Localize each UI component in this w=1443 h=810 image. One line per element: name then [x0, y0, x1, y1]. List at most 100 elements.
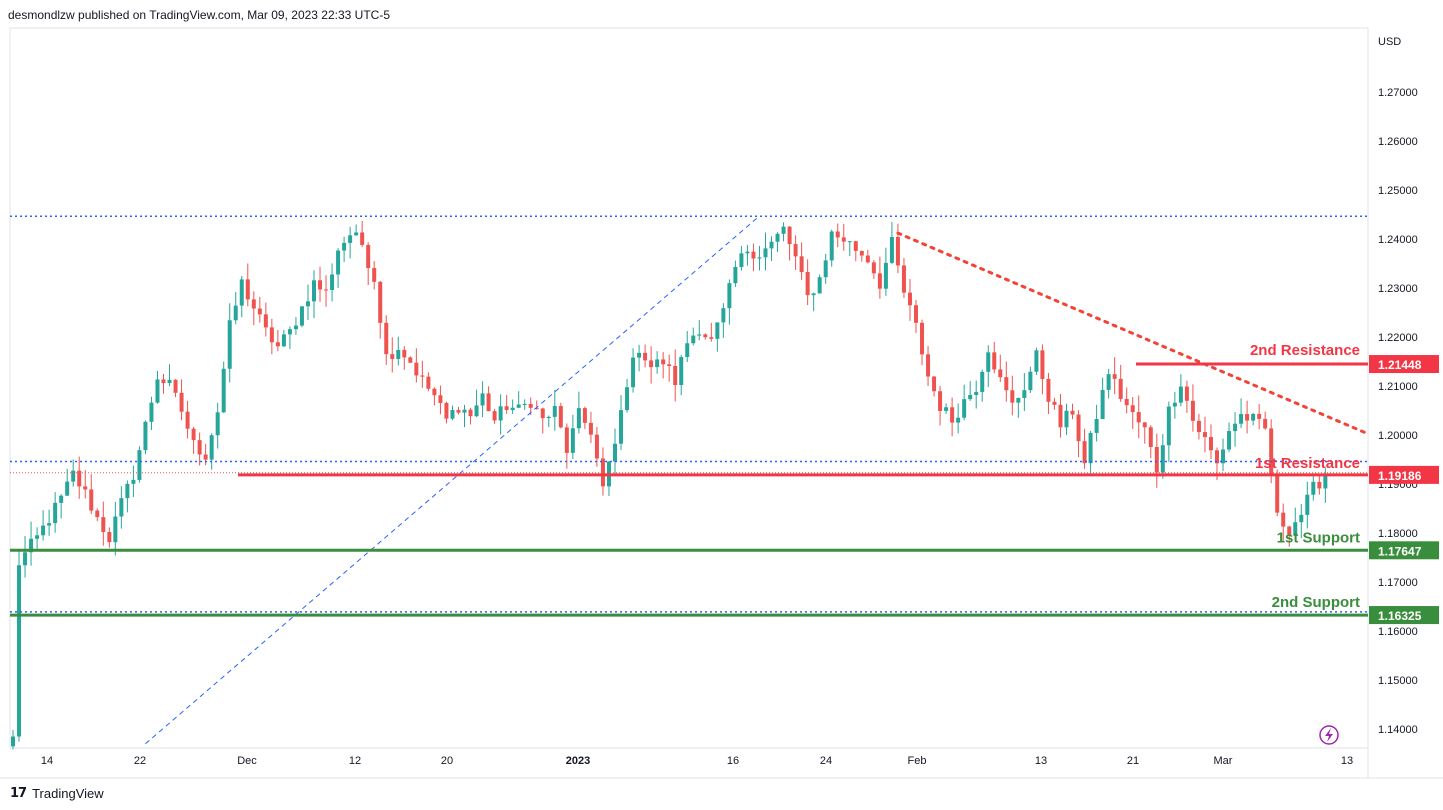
candle-body	[113, 516, 118, 543]
candle-body	[402, 349, 407, 358]
candle-body	[17, 565, 22, 737]
x-tick-label: 24	[820, 755, 832, 767]
candle-body	[679, 357, 684, 385]
lightning-bolt-glyph	[1325, 728, 1333, 742]
candle-body	[167, 379, 172, 384]
candle-body	[775, 233, 780, 242]
candle-body	[901, 265, 906, 293]
candle-body	[733, 267, 738, 284]
candle-body	[287, 329, 292, 335]
candle-body	[498, 406, 503, 421]
candle-body	[504, 406, 509, 410]
candle-body	[29, 538, 34, 553]
candle-body	[944, 407, 949, 411]
candle-body	[600, 458, 605, 487]
candle-body	[510, 407, 515, 410]
candle-body	[1154, 447, 1159, 473]
candle-body	[101, 517, 106, 533]
y-tick-label: 1.26000	[1378, 136, 1418, 148]
candle-body	[1263, 418, 1268, 429]
candle-body	[697, 334, 702, 336]
y-tick-label: 1.17000	[1378, 577, 1418, 589]
candle-body	[1160, 445, 1165, 473]
candle-body	[486, 393, 491, 412]
candle-body	[468, 409, 473, 417]
candle-body	[1227, 431, 1232, 450]
y-tick-label: 1.18000	[1378, 528, 1418, 540]
y-tick-label: 1.25000	[1378, 185, 1418, 197]
candle-body	[95, 510, 100, 518]
candle-body	[480, 393, 485, 406]
candle-body	[558, 406, 563, 428]
candle-body	[727, 283, 732, 309]
candle-body	[155, 379, 160, 403]
price-tag	[1369, 355, 1439, 374]
candle-body	[1257, 413, 1262, 419]
price-tag-label: 1.16325	[1378, 609, 1422, 623]
candle-body	[77, 470, 82, 487]
candle-body	[883, 262, 888, 289]
lightning-bolt-icon[interactable]	[1319, 725, 1339, 745]
candle-body	[1178, 386, 1183, 403]
candle-body	[1233, 423, 1238, 432]
candle-body	[11, 736, 15, 747]
price-tag	[1369, 606, 1439, 625]
candle-body	[950, 407, 955, 423]
candle-body	[1016, 397, 1021, 403]
candle-body	[125, 483, 130, 499]
candle-body	[444, 402, 449, 419]
candle-body	[1323, 475, 1328, 489]
candle-body	[1106, 374, 1111, 390]
candle-body	[865, 255, 870, 263]
candle-body	[119, 498, 124, 517]
candle-body	[185, 411, 190, 429]
red-downtrend-line[interactable]	[896, 231, 1367, 435]
x-tick-label: 14	[41, 755, 53, 767]
candle-body	[143, 421, 148, 451]
brand-name: TradingView	[32, 785, 104, 801]
candle-body	[1142, 422, 1147, 428]
candle-body	[613, 443, 617, 462]
candle-body	[47, 523, 52, 526]
candle-body	[390, 354, 395, 359]
candle-body	[799, 256, 804, 273]
candle-body	[528, 403, 533, 408]
candle-body	[751, 251, 756, 259]
candle-body	[1118, 378, 1123, 399]
candle-body	[474, 405, 479, 417]
candle-body	[1034, 350, 1039, 372]
candle-body	[1040, 350, 1045, 379]
candle-body	[239, 279, 244, 306]
candle-body	[1010, 390, 1015, 403]
candle-body	[631, 357, 636, 388]
candle-body	[1287, 526, 1292, 535]
candle-body	[1317, 481, 1322, 489]
candle-body	[914, 305, 918, 323]
candle-body	[1082, 441, 1087, 464]
candle-body	[757, 257, 762, 259]
price-tag-label: 1.17647	[1378, 544, 1422, 558]
candle-body	[582, 408, 587, 423]
candle-body	[348, 235, 353, 243]
candle-body	[769, 241, 774, 249]
candle-body	[408, 357, 413, 363]
candle-body	[835, 231, 840, 238]
candle-body	[299, 306, 304, 326]
candle-body	[161, 379, 166, 384]
candle-body	[534, 407, 539, 409]
candle-body	[426, 376, 431, 389]
plot-area[interactable]	[9, 27, 1369, 749]
candle-body	[889, 236, 894, 263]
candle-body	[227, 320, 232, 369]
candle-body	[1311, 481, 1316, 495]
candle-body	[1064, 410, 1069, 428]
candle-body	[1221, 449, 1226, 464]
candle-body	[823, 260, 828, 278]
candle-body	[312, 280, 316, 302]
candle-body	[1281, 512, 1286, 527]
candle-body	[974, 391, 979, 395]
candle-body	[1196, 420, 1201, 433]
candle-body	[1148, 427, 1153, 448]
footer-brand[interactable]: 17 TradingView	[10, 783, 104, 803]
